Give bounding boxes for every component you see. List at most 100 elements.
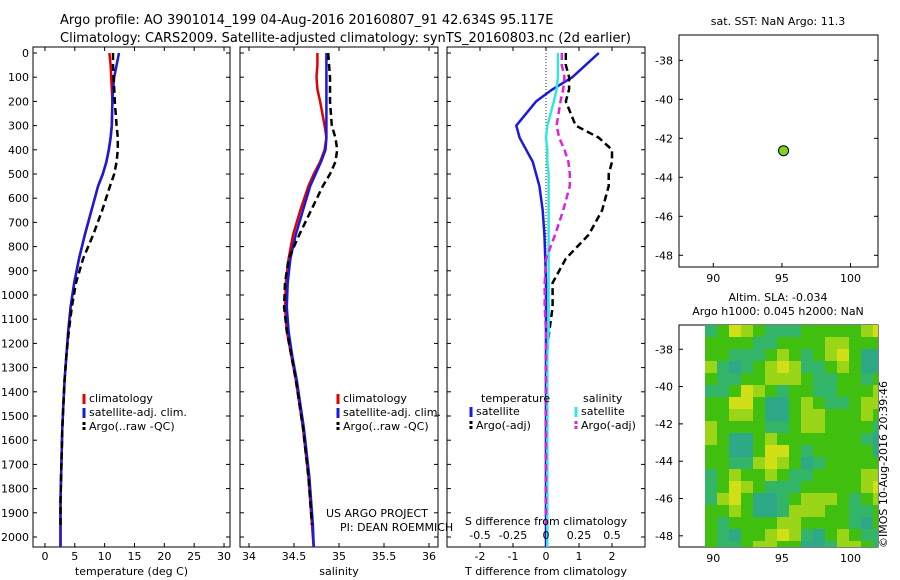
sla-cell (765, 361, 777, 373)
sla-cell (825, 337, 837, 349)
sla-cell (753, 517, 765, 529)
sla-cell (705, 361, 717, 373)
depth-tick-label: 1200 (1, 337, 29, 350)
x-axis-label-difference: T difference from climatology (464, 565, 627, 578)
depth-tick-label: 0 (22, 47, 29, 60)
sla-cell (741, 481, 753, 493)
map-y-tick-label-sla: -40 (655, 381, 673, 394)
sla-cell (837, 481, 849, 493)
sla-cell (825, 373, 837, 385)
sla-cell (777, 433, 789, 445)
sla-cell (777, 493, 789, 505)
sla-cell (777, 409, 789, 421)
sla-cell (813, 541, 825, 547)
sla-cell (789, 481, 801, 493)
sla-cell (801, 361, 813, 373)
sla-cell (861, 361, 873, 373)
sla-cell (825, 541, 837, 547)
sla-cell (861, 397, 873, 409)
map-x-tick-label-sla: 100 (840, 552, 861, 565)
sla-cell (873, 337, 878, 349)
sla-cell (813, 433, 825, 445)
map-x-tick-label-sla: 90 (706, 552, 720, 565)
page-title: Argo profile: AO 3901014_199 04-Aug-2016… (60, 12, 631, 48)
sla-cell (741, 457, 753, 469)
sla-cell (801, 457, 813, 469)
sla-cell (777, 469, 789, 481)
top-tick-label-salinity-diff: 0 (543, 529, 550, 542)
sla-cell (741, 349, 753, 361)
sla-cell (765, 421, 777, 433)
x-axis-label-temperature: temperature (deg C) (75, 565, 188, 578)
sla-cell (849, 361, 861, 373)
diff-temperature-satellite (515, 52, 600, 547)
sla-cell (717, 493, 729, 505)
sla-cell (801, 469, 813, 481)
depth-tick-label: 300 (8, 120, 29, 133)
sla-cell (753, 445, 765, 457)
sla-cell (729, 409, 741, 421)
legend-label-temperature: satellite-adj. clim. (89, 406, 187, 419)
sla-cell (765, 469, 777, 481)
x-tick-label-temperature: 10 (98, 550, 112, 563)
sla-cell (753, 397, 765, 409)
temperature-series-0 (59, 52, 114, 547)
x-tick-label-difference: -1 (508, 550, 519, 563)
sla-cell (765, 517, 777, 529)
sla-cell (825, 445, 837, 457)
depth-tick-label: 900 (8, 265, 29, 278)
sla-cell (813, 505, 825, 517)
sla-cell (861, 469, 873, 481)
depth-tick-label: 1400 (1, 386, 29, 399)
sla-cell (717, 409, 729, 421)
x-tick-label-salinity: 35 (332, 550, 346, 563)
map-y-tick-label-sla: -42 (655, 418, 673, 431)
sla-cell (705, 385, 717, 397)
sla-cell (873, 457, 878, 469)
sla-cell (813, 361, 825, 373)
sla-cell (705, 469, 717, 481)
sla-cell (813, 445, 825, 457)
legend-label-diff-salinity: Argo(-adj) (581, 419, 636, 432)
sla-cell (861, 409, 873, 421)
sla-cell (849, 517, 861, 529)
sla-cell (765, 337, 777, 349)
sla-cell (873, 361, 878, 373)
sla-cell (813, 373, 825, 385)
sla-cell (729, 337, 741, 349)
profile-title: Argo profile: AO 3901014_199 04-Aug-2016… (60, 13, 554, 28)
sla-cell (801, 541, 813, 547)
sla-cell (717, 529, 729, 541)
sla-cell (717, 517, 729, 529)
sla-cell (837, 517, 849, 529)
sla-heatmap (705, 325, 878, 547)
sla-cell (777, 505, 789, 517)
x-tick-label-difference: -2 (475, 550, 486, 563)
sla-cell (825, 505, 837, 517)
sla-cell (705, 373, 717, 385)
sla-cell (849, 397, 861, 409)
sla-cell (861, 373, 873, 385)
map-title-sst: sat. SST: NaN Argo: 11.3 (711, 15, 845, 28)
sla-cell (825, 385, 837, 397)
sla-cell (717, 373, 729, 385)
sla-cell (789, 373, 801, 385)
map-x-tick-label-sla: 95 (775, 552, 789, 565)
sla-cell (765, 433, 777, 445)
sla-cell (777, 481, 789, 493)
sla-cell (837, 493, 849, 505)
sla-cell (801, 517, 813, 529)
legend-label-diff-temperature: satellite (476, 405, 520, 418)
credit-project: US ARGO PROJECT (326, 507, 428, 520)
sla-cell (813, 385, 825, 397)
sla-cell (837, 457, 849, 469)
sla-cell (765, 397, 777, 409)
sla-cell (873, 397, 878, 409)
sla-cell (849, 481, 861, 493)
sla-cell (729, 397, 741, 409)
sla-cell (741, 517, 753, 529)
x-tick-label-difference: 1 (576, 550, 583, 563)
temperature-series-2 (59, 53, 120, 525)
sla-cell (849, 421, 861, 433)
sla-cell (849, 409, 861, 421)
